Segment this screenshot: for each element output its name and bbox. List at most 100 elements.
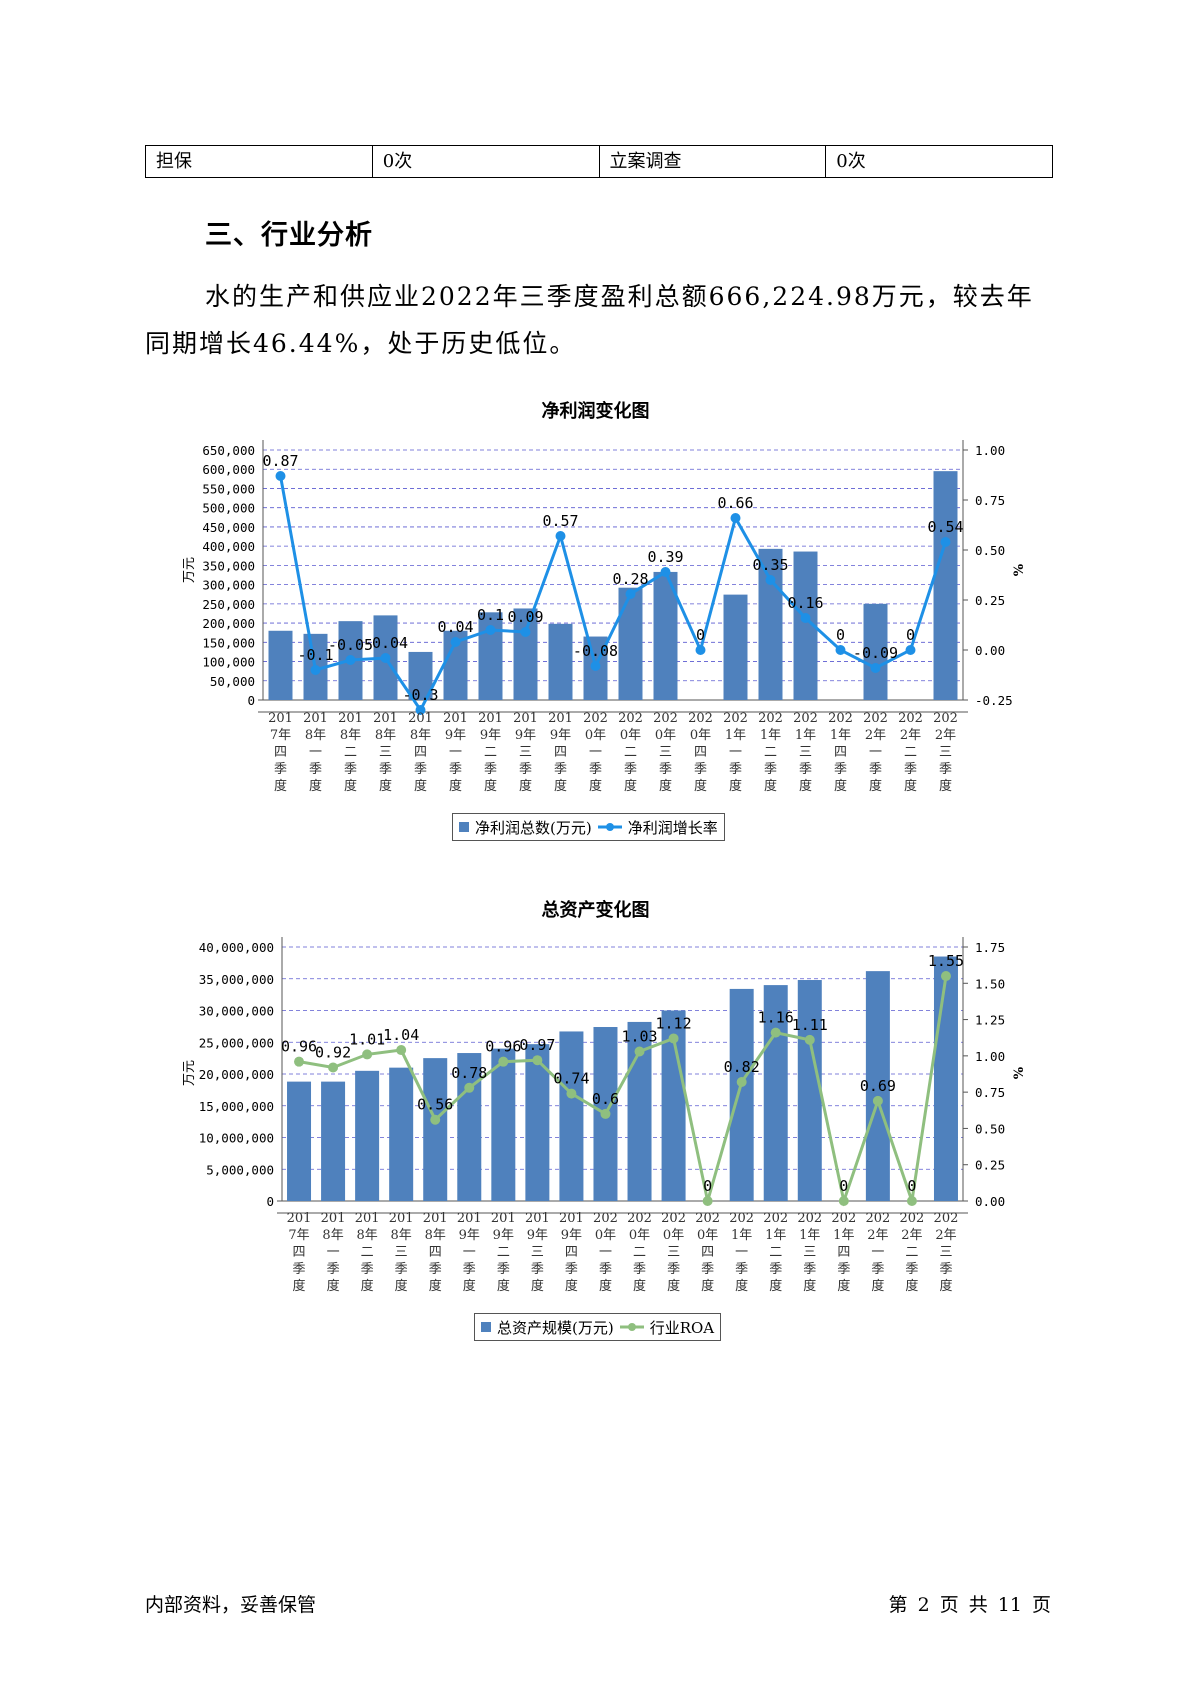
x-tick-label: 9年 (459, 1228, 480, 1243)
x-tick-label: 201 (423, 1211, 448, 1226)
data-label: 0.56 (417, 1096, 453, 1114)
legend-label-line: 行业ROA (649, 1318, 715, 1337)
x-tick-label: 二 (624, 745, 637, 760)
x-tick-label: 0年 (697, 1228, 718, 1243)
series-line (279, 475, 947, 713)
data-label: 0.1 (477, 606, 504, 624)
x-tick-label: 8年 (425, 1228, 446, 1243)
line-point (800, 613, 811, 623)
x-tick-label: 201 (373, 711, 398, 726)
line-point (634, 1046, 645, 1057)
x-tick-label: 季 (497, 1262, 510, 1277)
x-tick-label: 2年 (900, 728, 921, 743)
x-tick-label: 8年 (410, 728, 431, 743)
data-label: 0.74 (553, 1070, 589, 1088)
x-tick-label: 202 (865, 1211, 890, 1226)
line-point (905, 645, 916, 655)
x-tick-label: 季 (429, 1262, 442, 1277)
footer-page-number: 第 2 页 共 11 页 (888, 1594, 1051, 1616)
x-tick-label: 9年 (515, 728, 536, 743)
y2-tick-label: 0.25 (975, 1158, 1005, 1173)
y2-tick-label: 0.25 (975, 593, 1005, 608)
y-tick-label: 10,000,000 (199, 1131, 274, 1146)
x-tick-label: 202 (933, 711, 958, 726)
x-tick-label: 季 (624, 762, 637, 777)
data-label: 0 (836, 626, 845, 644)
x-tick-label: 0年 (595, 1228, 616, 1243)
bar (933, 956, 958, 1201)
x-tick-label: 四 (293, 1245, 306, 1260)
line-point (600, 1108, 611, 1119)
data-label: 0.54 (927, 518, 963, 536)
x-tick-label: 202 (863, 711, 888, 726)
x-tick-label: 度 (869, 778, 882, 794)
line-point (464, 1082, 475, 1093)
y-tick-label: 100,000 (202, 655, 255, 670)
x-tick-label: 1年 (799, 1228, 820, 1243)
x-tick-label: 季 (735, 1262, 748, 1277)
y-tick-label: 35,000,000 (199, 972, 274, 987)
y2-axis-label: % (1012, 563, 1027, 576)
data-label: 0.96 (281, 1038, 317, 1056)
line-point (310, 665, 321, 675)
x-tick-label: 四 (274, 745, 287, 760)
x-tick-label: 三 (939, 1245, 952, 1260)
footer-confidential: 内部资料，妥善保管 (145, 1594, 317, 1616)
table-cell: 0次 (373, 146, 600, 177)
y2-axis-label: % (1012, 1066, 1027, 1079)
y-tick-label: 500,000 (202, 501, 255, 516)
x-tick-label: 度 (379, 778, 392, 794)
data-label: 0.92 (315, 1043, 351, 1061)
y-tick-label: 15,000,000 (199, 1099, 274, 1114)
x-tick-label: 7年 (288, 1228, 309, 1243)
data-label: 0.96 (485, 1038, 521, 1056)
x-tick-label: 四 (554, 745, 567, 760)
line-point (838, 1196, 849, 1206)
x-tick-label: 季 (633, 1262, 646, 1277)
line-point (730, 513, 741, 523)
y2-tick-label: 1.75 (975, 940, 1005, 955)
data-label: 0.57 (542, 512, 578, 530)
x-tick-label: 度 (633, 1278, 646, 1294)
data-label: 1.16 (758, 1009, 794, 1027)
y-tick-label: 450,000 (202, 520, 255, 535)
line-point (485, 625, 496, 635)
x-tick-label: 202 (723, 711, 748, 726)
x-tick-label: 201 (559, 1211, 584, 1226)
line-point (380, 653, 391, 663)
y-axis-label: 万元 (182, 1060, 197, 1086)
x-tick-label: 201 (491, 1211, 516, 1226)
x-tick-label: 季 (344, 762, 357, 777)
y2-tick-label: 0.75 (975, 1085, 1005, 1100)
x-tick-label: 四 (414, 745, 427, 760)
x-tick-label: 二 (484, 745, 497, 760)
x-tick-label: 202 (793, 711, 818, 726)
y-tick-label: 400,000 (202, 539, 255, 554)
x-tick-label: 三 (659, 745, 672, 760)
x-tick-label: 201 (389, 1211, 414, 1226)
x-tick-label: 三 (519, 745, 532, 760)
x-tick-label: 季 (834, 762, 847, 777)
x-tick-label: 二 (633, 1245, 646, 1260)
x-tick-label: 三 (395, 1245, 408, 1260)
data-label: 1.55 (928, 952, 964, 970)
x-tick-label: 度 (344, 778, 357, 794)
x-tick-label: 202 (627, 1211, 652, 1226)
data-label: 0.6 (592, 1090, 619, 1108)
x-tick-label: 度 (837, 1278, 850, 1294)
x-tick-label: 8年 (375, 728, 396, 743)
x-tick-label: 季 (327, 1262, 340, 1277)
line-point (415, 705, 426, 715)
y2-tick-label: 1.00 (975, 1049, 1005, 1064)
x-tick-label: 1年 (795, 728, 816, 743)
line-point (736, 1076, 747, 1087)
line-point (328, 1062, 339, 1073)
x-tick-label: 季 (379, 762, 392, 777)
x-tick-label: 202 (758, 711, 783, 726)
x-tick-label: 202 (934, 1211, 959, 1226)
data-label: -0.05 (328, 636, 373, 654)
x-tick-label: 2年 (901, 1228, 922, 1243)
bar (758, 548, 783, 700)
x-tick-label: 度 (484, 778, 497, 794)
